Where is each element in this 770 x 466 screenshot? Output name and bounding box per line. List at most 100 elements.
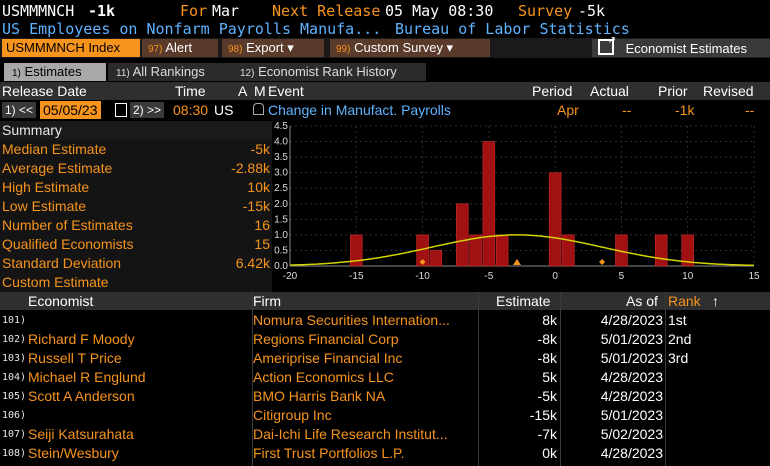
table-row[interactable]: 104) Michael R Englund Action Economics LL… [0, 368, 770, 387]
previous-date-button[interactable]: 1) << [2, 102, 37, 118]
table-row[interactable]: 106) Citigroup Inc -15k 5/01/2023 [0, 406, 770, 425]
col-event[interactable]: Event [268, 83, 304, 99]
summary-panel: Summary Median Estimate -5k Average Esti… [0, 121, 272, 292]
economist-name[interactable]: Seiji Katsurahata [28, 426, 134, 442]
date-input[interactable]: 05/05/23 [40, 101, 101, 119]
custom-survey-label: Custom Survey ▾ [354, 40, 454, 55]
table-row[interactable]: 105) Scott A Anderson BMO Harris Bank NA -5… [0, 387, 770, 406]
security-description: US Employees on Nonfarm Payrolls Manufa.… [2, 20, 382, 38]
custom-survey-menu[interactable]: 99) Custom Survey ▾ [330, 39, 490, 57]
summary-value: 6.42k [235, 255, 270, 271]
summary-row: Low Estimate -15k [0, 197, 272, 216]
tab-all-rankings[interactable]: 11) All Rankings [108, 63, 232, 81]
firm-name[interactable]: Dai-Ichi Life Research Institut... [253, 426, 448, 442]
table-row[interactable]: 101) Nomura Securities Internation... 8k 4/… [0, 311, 770, 330]
firm-name[interactable]: First Trust Portfolios L.P. [253, 445, 405, 461]
y-tick-label: 0.0 [274, 261, 288, 272]
col-prior[interactable]: Prior [658, 83, 688, 99]
export-label: Export ▾ [246, 40, 294, 55]
x-tick-label: 0 [552, 271, 558, 282]
col-rank[interactable]: Rank [668, 293, 701, 309]
x-tick-label: 10 [682, 271, 694, 282]
estimate-distribution-chart: 0.0 0.5 1.0 1.5 2.0 2.5 3.0 3.5 4.0 4.5 -20 -15 -10 -… [272, 121, 770, 291]
row-number: 103) [2, 353, 27, 364]
alert-button[interactable]: 97) Alert [142, 39, 218, 57]
ticker-index-button[interactable]: USMMMNCH Index [2, 39, 140, 57]
next-date-button[interactable]: 2) >> [130, 102, 165, 118]
row-number: 107) [2, 429, 27, 440]
external-link-icon: ↗ [598, 36, 616, 55]
x-tick-label: -15 [349, 271, 364, 282]
firm-name[interactable]: Action Economics LLC [253, 369, 394, 385]
as-of-date: 4/28/2023 [600, 388, 663, 404]
tab-economist-rank-history[interactable]: 12) Economist Rank History [232, 63, 426, 81]
col-a[interactable]: A [238, 83, 248, 99]
col-economist[interactable]: Economist [28, 293, 94, 309]
alert-label: Alert [165, 40, 193, 55]
economist-name[interactable]: Stein/Wesbury [28, 445, 119, 461]
economist-name[interactable]: Richard F Moody [28, 331, 135, 347]
summary-label: Low Estimate [2, 198, 87, 214]
economist-name[interactable]: Michael R Englund [28, 369, 146, 385]
economist-name[interactable]: Russell T Price [28, 350, 122, 366]
column-divider [252, 292, 253, 466]
estimate-value: -15k [529, 407, 557, 423]
y-tick-label: 2.5 [274, 183, 288, 194]
as-of-date: 5/02/2023 [600, 426, 663, 442]
firm-name[interactable]: Regions Financial Corp [253, 331, 399, 347]
table-row[interactable]: 107) Seiji Katsurahata Dai-Ichi Life Resea… [0, 425, 770, 444]
bar [562, 234, 575, 267]
col-period[interactable]: Period [532, 83, 573, 99]
source-name: Bureau of Labor Statistics [395, 20, 630, 38]
alert-shortcut: 97) [148, 44, 163, 55]
subtitle-bar: US Employees on Nonfarm Payrolls Manufa.… [0, 20, 770, 38]
col-actual[interactable]: Actual [590, 83, 629, 99]
economist-name[interactable]: Scott A Anderson [28, 388, 135, 404]
custom-survey-shortcut: 99) [336, 44, 351, 55]
table-row[interactable]: 108) Stein/Wesbury First Trust Portfolios … [0, 444, 770, 463]
estimate-value: 5k [542, 369, 557, 385]
row-number: 106) [2, 410, 27, 421]
y-tick-label: 4.0 [274, 137, 288, 148]
bar [456, 203, 469, 267]
column-divider [478, 292, 479, 466]
bar [495, 234, 509, 267]
col-revised[interactable]: Revised [703, 83, 754, 99]
col-release-date[interactable]: Release Date [2, 83, 87, 99]
col-as-of[interactable]: As of [626, 293, 658, 309]
event-revised: -- [745, 102, 755, 118]
col-estimate[interactable]: Estimate [496, 293, 551, 309]
economist-estimates-button[interactable]: ↗ Economist Estimates [592, 36, 770, 57]
table-row[interactable]: 102) Richard F Moody Regions Financial Cor… [0, 330, 770, 349]
col-time[interactable]: Time [175, 83, 206, 99]
x-tick-label: -10 [415, 271, 430, 282]
sort-ascending-icon[interactable]: ↑ [712, 293, 719, 309]
last-value: -1k [88, 2, 116, 20]
firm-name[interactable]: Citigroup Inc [253, 407, 332, 423]
tab-estimates-label: Estimates [24, 64, 82, 79]
bar [469, 234, 482, 267]
bell-icon[interactable] [253, 103, 264, 115]
bar [548, 172, 562, 267]
col-m[interactable]: M [254, 83, 266, 99]
calendar-icon[interactable] [115, 103, 127, 117]
estimate-value: 8k [542, 312, 557, 328]
y-tick-label: 3.5 [274, 152, 288, 163]
summary-value: 16 [254, 217, 270, 233]
as-of-date: 4/28/2023 [600, 369, 663, 385]
tab-estimates[interactable]: 1) Estimates [4, 63, 106, 81]
for-value: Mar [212, 2, 240, 20]
column-divider [665, 292, 666, 466]
table-row[interactable]: 103) Russell T Price Ameriprise Financial … [0, 349, 770, 368]
rank-value: 1st [668, 312, 687, 328]
col-firm[interactable]: Firm [253, 293, 281, 309]
firm-name[interactable]: Nomura Securities Internation... [253, 312, 450, 328]
summary-value: -2.88k [231, 160, 270, 176]
ticker-symbol: USMMMNCH [2, 2, 75, 20]
export-menu[interactable]: 98) Export ▾ [222, 39, 324, 57]
event-name[interactable]: Change in Manufact. Payrolls [268, 102, 451, 118]
row-number: 102) [2, 334, 27, 345]
firm-name[interactable]: BMO Harris Bank NA [253, 388, 386, 404]
bar [482, 141, 496, 267]
firm-name[interactable]: Ameriprise Financial Inc [253, 350, 403, 366]
